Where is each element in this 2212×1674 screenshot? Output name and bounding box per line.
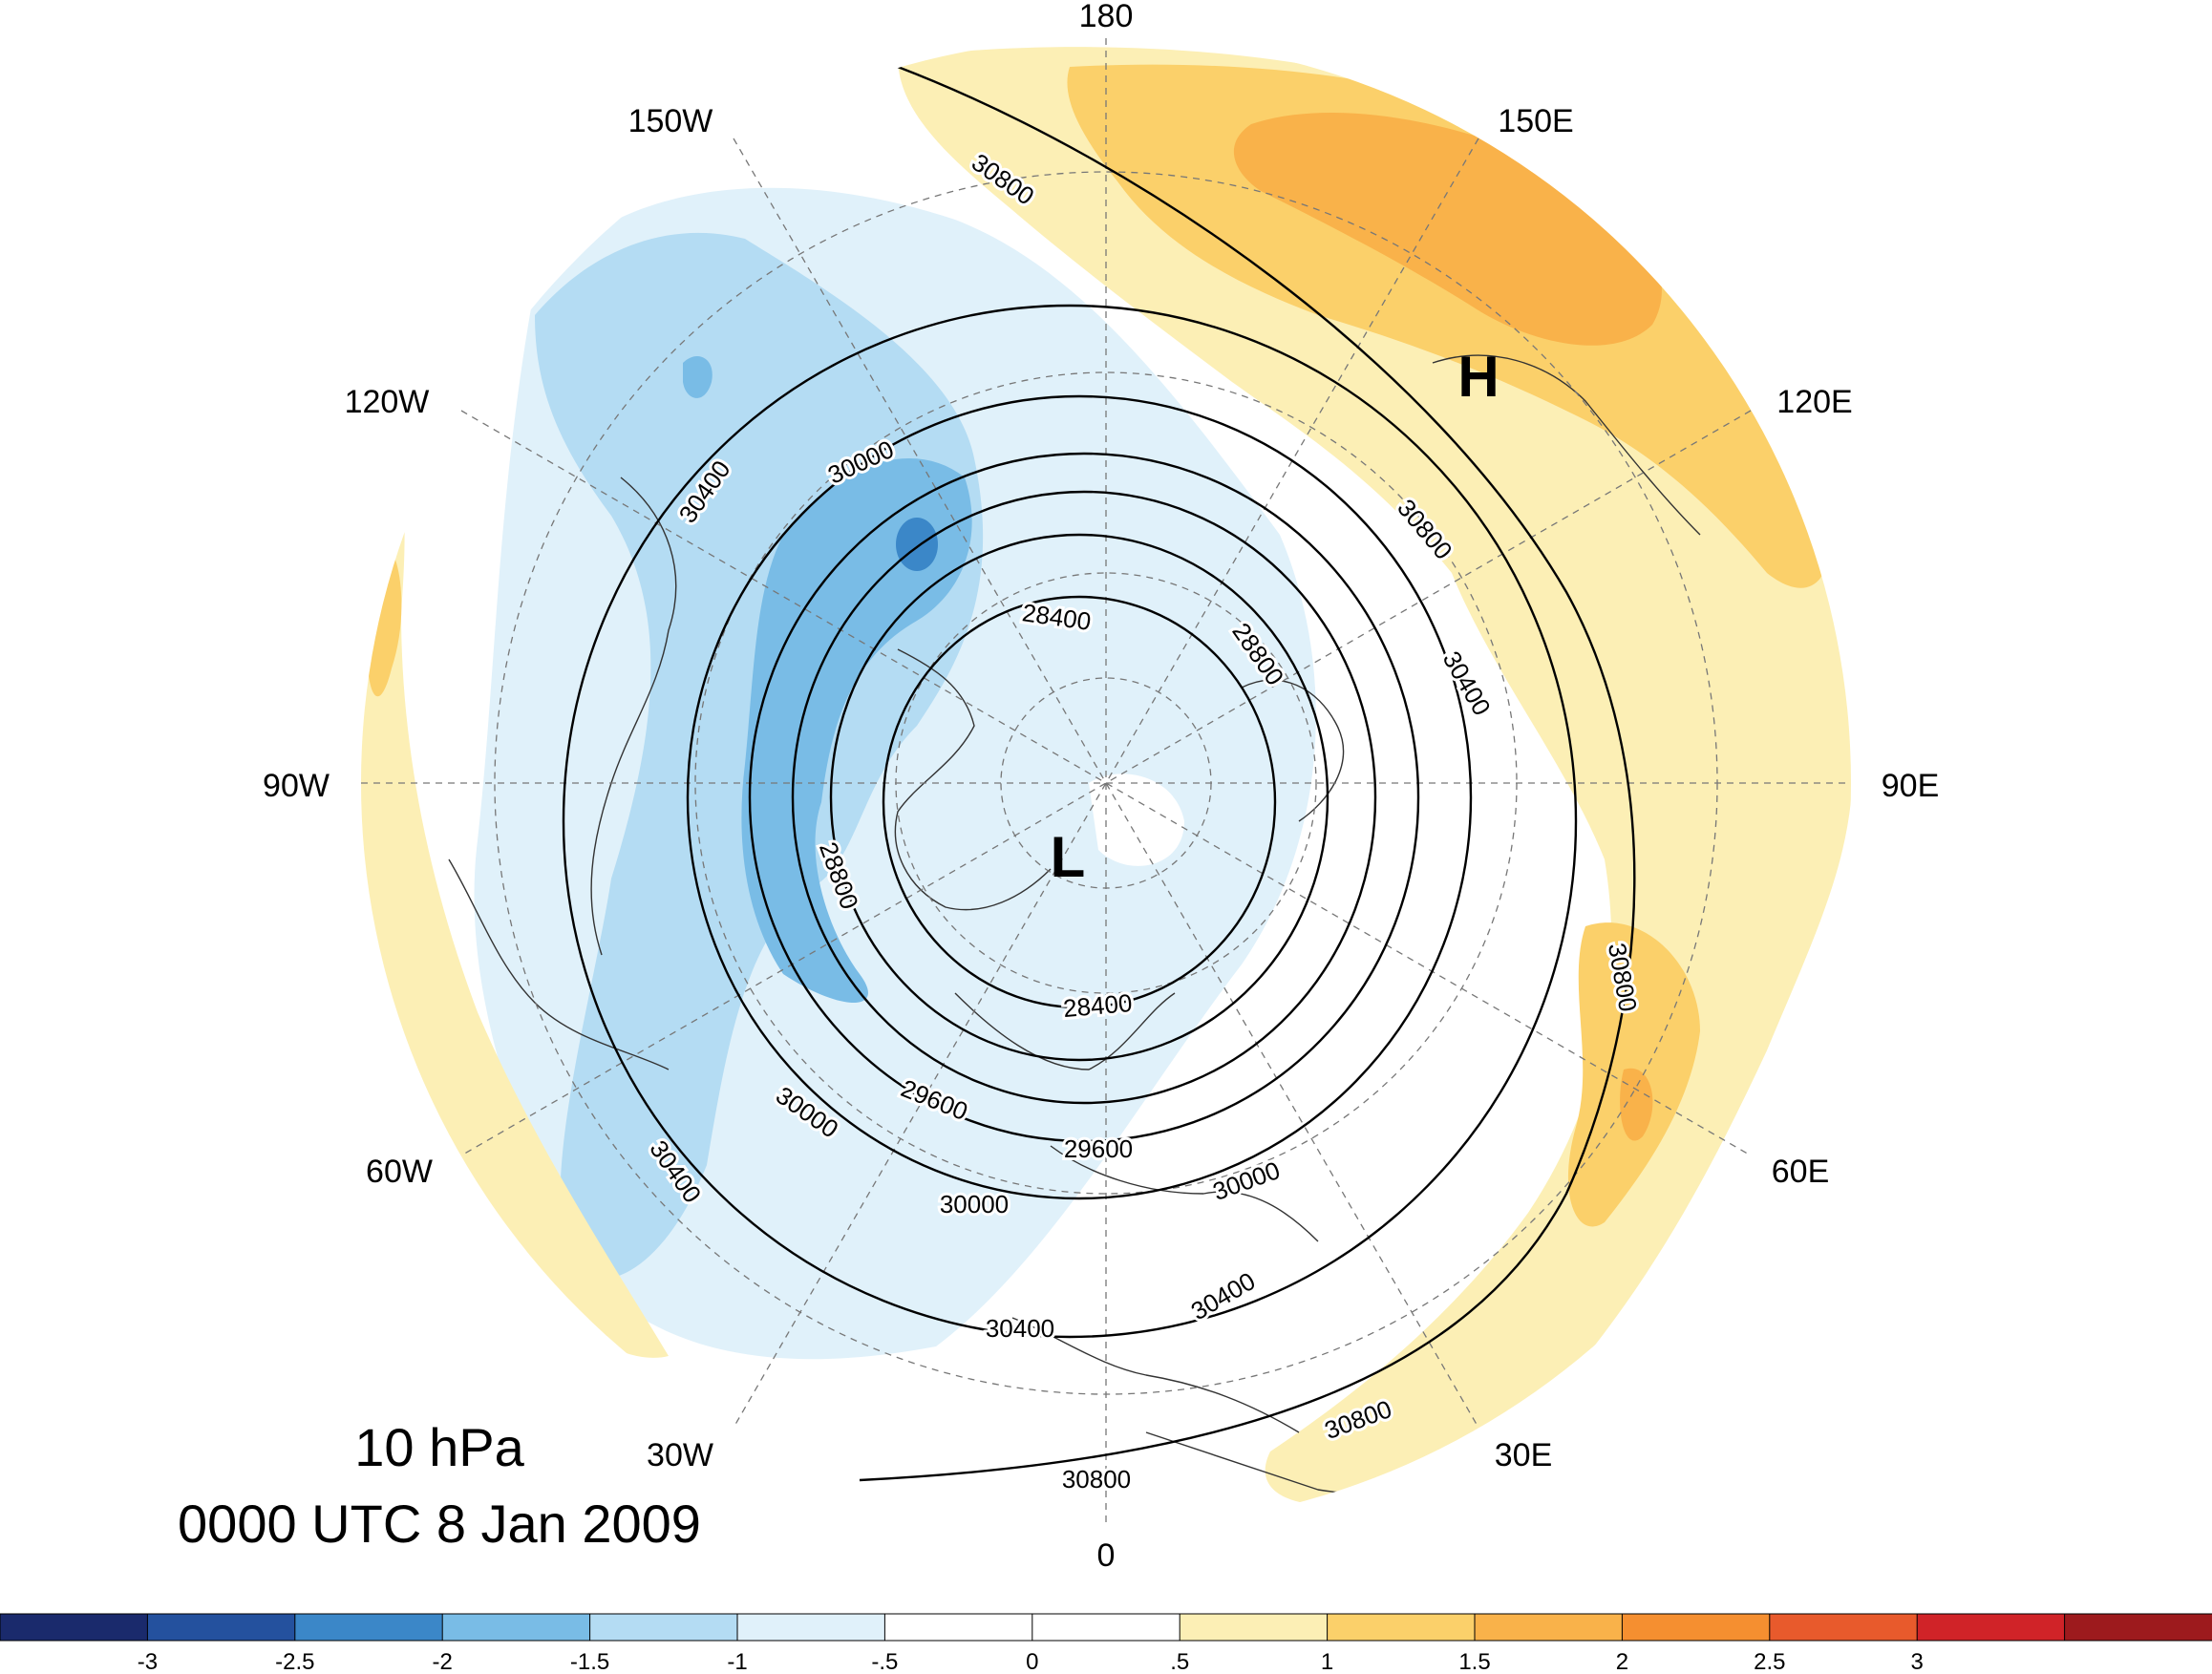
colorbar-tick-label: -1 — [727, 1649, 747, 1674]
contour-29600 — [748, 452, 1420, 1143]
contour-29200 — [791, 490, 1377, 1105]
graticule — [361, 38, 1851, 1528]
contour-label-30800-bottom: 30800 — [1062, 1465, 1131, 1494]
lon-label-60w: 60W — [366, 1154, 433, 1190]
negative-anomaly-core — [896, 518, 938, 571]
colorbar-tick-label: -2 — [433, 1649, 453, 1674]
lon-label-90e: 90E — [1882, 768, 1940, 804]
lon-label-150w: 150W — [628, 103, 713, 139]
colorbar-swatch — [736, 1613, 886, 1642]
colorbar-swatch — [589, 1613, 738, 1642]
colorbar: -3 -2.5 -2 -1.5 -1 -.5 0 .5 1 1.5 2 2.5 3 — [0, 1613, 2212, 1674]
contour-label-30000-bottom: 30000 — [940, 1190, 1009, 1218]
coastlines — [448, 354, 1701, 1494]
colorbar-swatch — [883, 1613, 1033, 1642]
colorbar-swatch — [0, 1613, 149, 1642]
colorbar-tick-label: 0 — [1026, 1649, 1038, 1674]
valid-time-caption: 0000 UTC 8 Jan 2009 — [178, 1494, 701, 1554]
pressure-level-caption: 10 hPa — [354, 1417, 524, 1477]
contour-label-30400-bottom: 30400 — [986, 1314, 1054, 1343]
lon-label-120w: 120W — [345, 384, 430, 420]
lon-label-150e: 150E — [1498, 103, 1573, 139]
colorbar-tick-label: 2.5 — [1754, 1649, 1785, 1674]
colorbar-swatch — [1474, 1613, 1624, 1642]
lon-label-30w: 30W — [647, 1437, 713, 1473]
colorbar-swatch — [1032, 1613, 1181, 1642]
colorbar-tick-label: -.5 — [871, 1649, 898, 1674]
colorbar-tick-label: 3 — [1911, 1649, 1924, 1674]
colorbar-tick-label: -1.5 — [570, 1649, 609, 1674]
contour-28800 — [829, 533, 1329, 1062]
colorbar-swatch — [1179, 1613, 1329, 1642]
low-center-label: L — [1051, 825, 1086, 889]
longitude-labels: 180 150E 120E 90E 60E 30E 0 30W 60W 90W … — [263, 0, 1939, 1574]
colorbar-tick-label: .5 — [1170, 1649, 1189, 1674]
colorbar-swatch — [1769, 1613, 1919, 1642]
colorbar-swatch — [294, 1613, 444, 1642]
lon-label-30e: 30E — [1495, 1437, 1553, 1473]
contour-28400 — [882, 595, 1277, 1009]
colorbar-tick-label: 2 — [1616, 1649, 1628, 1674]
contour-30400 — [562, 304, 1578, 1339]
lon-label-120e: 120E — [1776, 384, 1852, 420]
contour-label-28400-bottom: 28400 — [1062, 988, 1134, 1023]
lon-label-180: 180 — [1079, 0, 1134, 34]
lon-label-90w: 90W — [263, 768, 330, 804]
anomaly-shading — [361, 38, 1851, 1528]
contour-30000 — [686, 394, 1473, 1200]
colorbar-swatch — [146, 1613, 296, 1642]
colorbar-swatch — [1621, 1613, 1771, 1642]
colorbar-tick-label: -2.5 — [275, 1649, 314, 1674]
colorbar-tick-label: 1 — [1321, 1649, 1333, 1674]
colorbar-swatch — [2064, 1613, 2212, 1642]
lon-label-60e: 60E — [1772, 1154, 1830, 1190]
contour-label-29600-bottom: 29600 — [1064, 1134, 1133, 1163]
colorbar-tick-label: 1.5 — [1458, 1649, 1490, 1674]
colorbar-tick-label: -3 — [138, 1649, 158, 1674]
contour-30800 — [859, 65, 1636, 1482]
colorbar-swatch — [1327, 1613, 1476, 1642]
high-center-label: H — [1457, 345, 1499, 409]
colorbar-swatch — [441, 1613, 591, 1642]
lon-label-0: 0 — [1097, 1537, 1116, 1574]
colorbar-swatch — [1916, 1613, 2066, 1642]
height-contours — [562, 65, 1636, 1482]
